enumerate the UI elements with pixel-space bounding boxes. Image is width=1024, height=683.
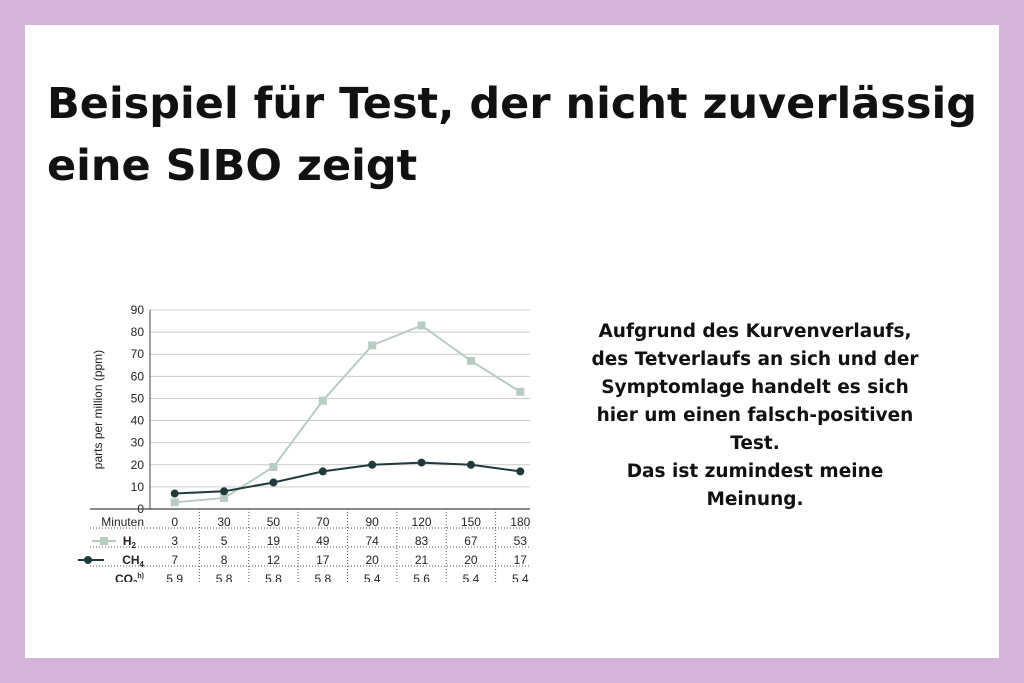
legend-label-CH4: CH4 bbox=[122, 553, 144, 569]
ch4-value-7: 17 bbox=[514, 553, 528, 567]
ch4-value-0: 7 bbox=[171, 553, 178, 567]
co2-value-1: 5,8 bbox=[216, 572, 233, 582]
co2-value-7: 5,4 bbox=[512, 572, 529, 582]
series-line-CH4 bbox=[174, 461, 521, 495]
h2-value-7: 53 bbox=[514, 534, 528, 548]
co2-value-4: 5,4 bbox=[364, 572, 381, 582]
co2-value-2: 5,8 bbox=[265, 572, 282, 582]
y-tick-40: 40 bbox=[131, 414, 145, 428]
comment-line-2: des Tetverlaufs an sich und der bbox=[591, 349, 919, 370]
ch4-value-5: 21 bbox=[415, 553, 429, 567]
y-tick-60: 60 bbox=[131, 369, 145, 383]
co2-row-label: CO2h) bbox=[115, 572, 144, 582]
point-CH4-7 bbox=[516, 467, 525, 476]
point-CH4-5 bbox=[417, 458, 426, 467]
co2-value-5: 5,6 bbox=[413, 572, 430, 582]
y-tick-80: 80 bbox=[131, 325, 145, 339]
point-CH4-3 bbox=[318, 467, 327, 476]
breath-test-chart: parts per million (ppm) 0 10 20 30 40 50 60 70 80… bbox=[60, 282, 530, 582]
comment-line-5: Test. bbox=[730, 433, 780, 454]
point-H2-5 bbox=[417, 321, 426, 330]
ch4-value-2: 12 bbox=[267, 553, 281, 567]
x-tick-0: 0 bbox=[171, 515, 178, 529]
point-CH4-0 bbox=[170, 489, 179, 498]
point-H2-1 bbox=[220, 493, 229, 502]
x-tick-120: 120 bbox=[412, 515, 432, 529]
legend-marker-H2 bbox=[100, 537, 108, 545]
h2-value-1: 5 bbox=[221, 534, 228, 548]
legend-label-H2: H2 bbox=[123, 534, 137, 550]
h2-value-6: 67 bbox=[464, 534, 478, 548]
slide-title: Beispiel für Test, der nicht zuverlässig… bbox=[47, 73, 987, 197]
x-tick-90: 90 bbox=[366, 515, 380, 529]
comment-line-1: Aufgrund des Kurvenverlaufs, bbox=[598, 321, 912, 342]
y-tick-30: 30 bbox=[131, 436, 145, 450]
y-tick-10: 10 bbox=[131, 480, 145, 494]
point-H2-3 bbox=[318, 396, 327, 405]
y-tick-70: 70 bbox=[131, 347, 145, 361]
comment-line-4: hier um einen falsch-positiven bbox=[596, 405, 914, 426]
point-CH4-4 bbox=[368, 460, 377, 469]
x-tick-30: 30 bbox=[217, 515, 231, 529]
series-line-H2 bbox=[174, 324, 521, 504]
legend-marker-CH4 bbox=[84, 556, 92, 564]
slide-card: Beispiel für Test, der nicht zuverlässig… bbox=[25, 25, 999, 658]
y-tick-90: 90 bbox=[131, 303, 145, 317]
x-tick-180: 180 bbox=[510, 515, 530, 529]
comment-text: Aufgrund des Kurvenverlaufs, des Tetverl… bbox=[555, 318, 955, 514]
co2-value-0: 5,9 bbox=[166, 572, 183, 582]
x-row-label: Minuten bbox=[101, 515, 144, 529]
ch4-value-3: 17 bbox=[316, 553, 330, 567]
y-axis-label: parts per million (ppm) bbox=[91, 350, 105, 469]
chart-svg: parts per million (ppm) 0 10 20 30 40 50 60 70 80… bbox=[78, 303, 530, 582]
title-line-2: eine SIBO zeigt bbox=[47, 141, 418, 191]
point-H2-2 bbox=[269, 462, 278, 471]
y-tick-20: 20 bbox=[131, 458, 145, 472]
point-CH4-2 bbox=[269, 478, 278, 487]
h2-value-4: 74 bbox=[366, 534, 380, 548]
point-H2-4 bbox=[368, 341, 377, 350]
x-tick-70: 70 bbox=[316, 515, 330, 529]
title-line-1: Beispiel für Test, der nicht zuverlässig bbox=[47, 79, 978, 129]
co2-value-3: 5,8 bbox=[314, 572, 331, 582]
h2-value-0: 3 bbox=[171, 534, 178, 548]
ch4-value-6: 20 bbox=[464, 553, 478, 567]
y-tick-50: 50 bbox=[131, 391, 145, 405]
h2-value-3: 49 bbox=[316, 534, 330, 548]
comment-line-3: Symptomlage handelt es sich bbox=[601, 377, 909, 398]
h2-value-5: 83 bbox=[415, 534, 429, 548]
ch4-value-4: 20 bbox=[366, 553, 380, 567]
h2-value-2: 19 bbox=[267, 534, 281, 548]
point-H2-6 bbox=[466, 356, 475, 365]
ch4-value-1: 8 bbox=[221, 553, 228, 567]
comment-line-7: Meinung. bbox=[706, 489, 804, 510]
x-tick-150: 150 bbox=[461, 515, 481, 529]
co2-value-6: 5,4 bbox=[463, 572, 480, 582]
point-CH4-6 bbox=[466, 460, 475, 469]
point-H2-7 bbox=[516, 387, 525, 396]
x-tick-50: 50 bbox=[267, 515, 281, 529]
point-CH4-1 bbox=[220, 487, 229, 496]
point-H2-0 bbox=[170, 498, 179, 507]
comment-line-6: Das ist zumindest meine bbox=[626, 461, 884, 482]
